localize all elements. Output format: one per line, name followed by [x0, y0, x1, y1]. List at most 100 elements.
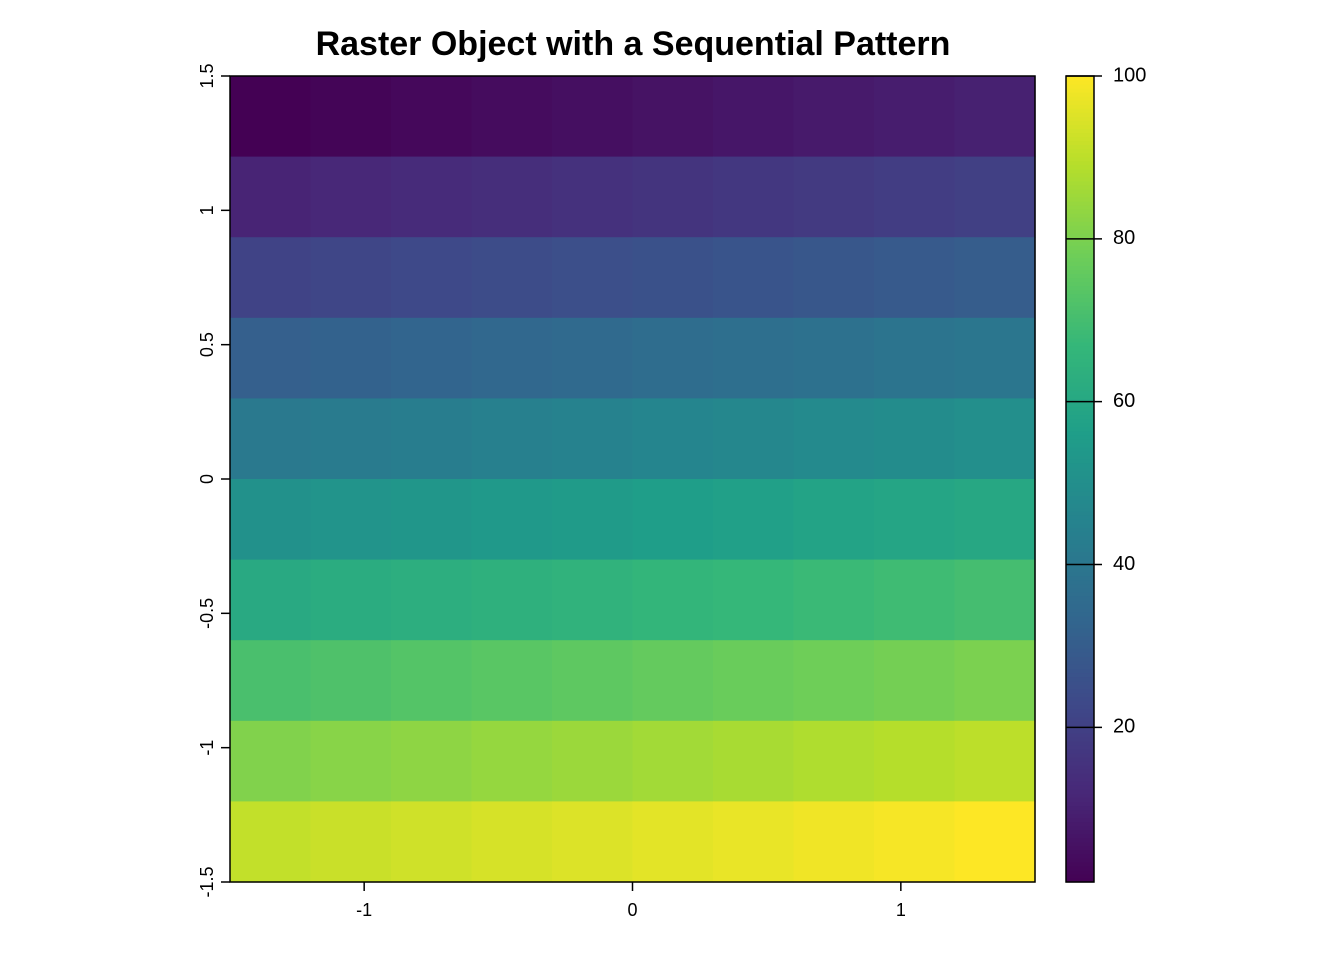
colorbar-slice [1066, 156, 1094, 162]
colorbar-slice [1066, 539, 1094, 545]
raster-cell [471, 640, 553, 722]
raster-cell [632, 479, 714, 561]
raster-cell [874, 237, 956, 319]
colorbar-slice [1066, 80, 1094, 85]
colorbar-slice [1066, 144, 1094, 150]
raster-cell [874, 559, 956, 641]
colorbar-slice [1066, 337, 1094, 343]
colorbar-slice [1066, 479, 1094, 484]
colorbar-slice [1066, 176, 1094, 182]
raster-cell [632, 559, 714, 641]
colorbar-slice [1066, 140, 1094, 146]
raster-cell [230, 237, 312, 319]
colorbar-slice [1066, 358, 1094, 363]
colorbar-slice [1066, 769, 1094, 774]
raster-cell [552, 479, 634, 561]
colorbar-slice [1066, 297, 1094, 303]
colorbar-slice [1066, 567, 1094, 573]
y-tick-label: -0.5 [197, 598, 217, 629]
raster-cell [310, 479, 392, 561]
colorbar-slice [1066, 857, 1094, 863]
raster-cell [310, 76, 392, 158]
colorbar-slice [1066, 317, 1094, 323]
colorbar-slice [1066, 607, 1094, 613]
raster-cell [552, 156, 634, 238]
colorbar-slice [1066, 821, 1094, 827]
colorbar-slice [1066, 132, 1094, 138]
raster-cell [954, 720, 1036, 802]
raster-cell [471, 317, 553, 399]
raster-cell [874, 156, 956, 238]
raster-cell [230, 801, 312, 883]
colorbar-slice [1066, 221, 1094, 226]
raster-cell [874, 317, 956, 399]
colorbar-slice [1066, 196, 1094, 202]
colorbar-slice [1066, 559, 1094, 565]
colorbar-slice [1066, 168, 1094, 174]
colorbar-slice [1066, 499, 1094, 504]
colorbar-slice [1066, 265, 1094, 271]
colorbar-slice [1066, 789, 1094, 794]
raster-cell [632, 720, 714, 802]
colorbar-slice [1066, 253, 1094, 258]
colorbar-slice [1066, 507, 1094, 512]
colorbar-slice [1066, 180, 1094, 186]
colorbar-slice [1066, 676, 1094, 682]
colorbar-slice [1066, 853, 1094, 859]
colorbar-slice [1066, 716, 1094, 722]
raster-cell [391, 156, 473, 238]
colorbar-slice [1066, 208, 1094, 214]
colorbar-slice [1066, 406, 1094, 412]
colorbar-slice [1066, 192, 1094, 198]
colorbar-slice [1066, 346, 1094, 351]
colorbar-slice [1066, 418, 1094, 424]
raster-cell [391, 398, 473, 480]
raster-cell [793, 720, 875, 802]
raster-cell [310, 398, 392, 480]
colorbar-slice [1066, 172, 1094, 178]
colorbar-slice [1066, 430, 1094, 436]
raster-cell [954, 801, 1036, 883]
raster-cell [310, 237, 392, 319]
colorbar-slice [1066, 809, 1094, 815]
colorbar-slice [1066, 329, 1094, 335]
colorbar-slice [1066, 466, 1094, 472]
colorbar-tick-label: 20 [1113, 716, 1135, 738]
colorbar-slice [1066, 523, 1094, 528]
raster-cell [793, 479, 875, 561]
colorbar-slice [1066, 398, 1094, 404]
raster-cell [954, 398, 1036, 480]
raster-cell [552, 237, 634, 319]
colorbar-slice [1066, 136, 1094, 142]
colorbar-slice [1066, 700, 1094, 706]
colorbar-slice [1066, 483, 1094, 488]
raster-cell [793, 640, 875, 722]
colorbar-slice [1066, 200, 1094, 206]
raster-cell [552, 76, 634, 158]
raster-cell [874, 479, 956, 561]
raster-cell [391, 479, 473, 561]
colorbar-slice [1066, 531, 1094, 537]
colorbar-slice [1066, 124, 1094, 129]
colorbar-slice [1066, 382, 1094, 387]
colorbar-slice [1066, 104, 1094, 109]
colorbar-slice [1066, 245, 1094, 250]
colorbar-slice [1066, 696, 1094, 702]
colorbar-slice [1066, 491, 1094, 496]
colorbar-slice [1066, 624, 1094, 629]
colorbar-slice [1066, 410, 1094, 416]
raster-cell [713, 156, 795, 238]
colorbar-slice [1066, 765, 1094, 770]
colorbar-slice [1066, 84, 1094, 89]
colorbar-slice [1066, 583, 1094, 589]
colorbar-slice [1066, 229, 1094, 234]
colorbar-slice [1066, 470, 1094, 476]
colorbar-slice [1066, 837, 1094, 843]
raster-cell [230, 317, 312, 399]
colorbar-slice [1066, 616, 1094, 621]
colorbar-slice [1066, 325, 1094, 331]
colorbar-slice [1066, 757, 1094, 762]
colorbar-slice [1066, 378, 1094, 383]
colorbar-slice [1066, 462, 1094, 468]
